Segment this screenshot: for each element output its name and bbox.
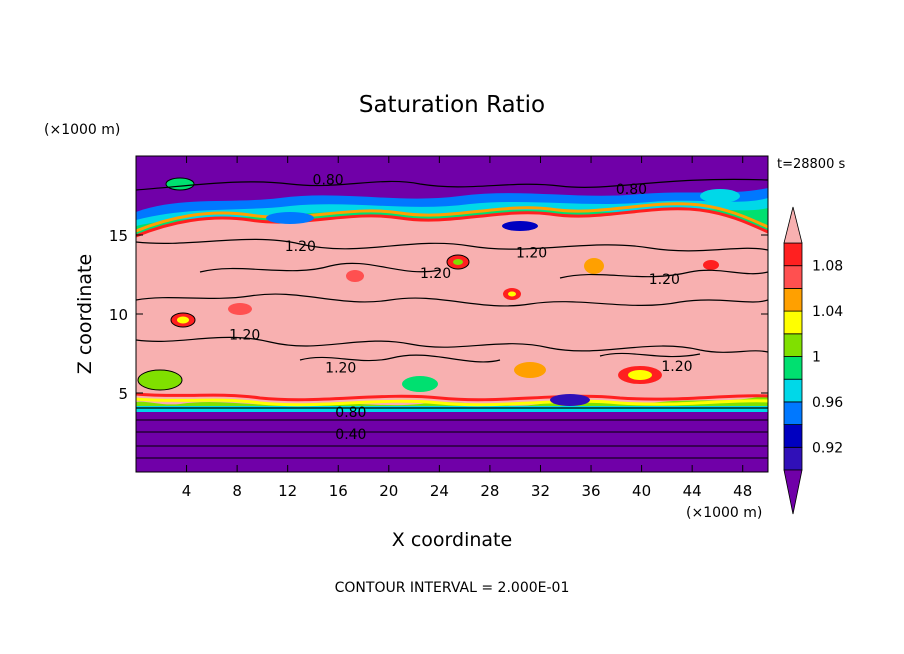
contour-1-20-d	[199, 262, 768, 279]
blob-10	[137, 369, 183, 391]
upper-fringe-orange	[136, 202, 768, 233]
contour-label-10: 0.40	[335, 427, 366, 443]
blob-2	[346, 270, 364, 282]
x-tick-label-7: 32	[531, 482, 550, 500]
colorbar-segment-6	[783, 310, 803, 335]
blob-13	[266, 212, 314, 224]
lower-fringe-yellow	[136, 397, 768, 407]
y-unit-label: (×1000 m)	[44, 122, 120, 138]
x-axis-label: X coordinate	[392, 529, 512, 551]
contour-1-20-e	[299, 352, 701, 363]
colorbar: 0.92 0.96 1 1.04 1.08	[783, 206, 843, 515]
x-tick-label-3: 16	[329, 482, 348, 500]
blob-14	[502, 221, 538, 231]
blob-3-core	[453, 259, 463, 265]
blob-15	[165, 177, 195, 191]
blob-16	[700, 189, 740, 203]
colorbar-top-arrow	[783, 206, 803, 244]
blob-12	[550, 394, 590, 406]
lower-fringe-red	[136, 392, 768, 402]
colorbar-segment-1	[783, 424, 803, 448]
colorbar-label-0: 0.92	[812, 440, 843, 456]
lower-contour-lines	[136, 419, 768, 459]
colorbar-segment-8	[783, 265, 803, 289]
blob-4-core	[508, 291, 516, 297]
field-plot-area	[136, 156, 768, 472]
blob-11	[402, 376, 438, 392]
x-tick-label-10: 44	[683, 482, 702, 500]
colorbar-bottom-arrow	[783, 469, 803, 515]
blob-8-core	[628, 370, 652, 380]
supersaturated-region	[136, 208, 768, 406]
colorbar-label-3: 1.04	[812, 304, 843, 320]
y-axis-ticks: 5 10 15	[109, 227, 768, 403]
x-tick-label-2: 12	[278, 482, 297, 500]
y-tick-label-1: 10	[109, 306, 128, 324]
contour-0-80-upper	[136, 178, 768, 191]
contour-label-1: 0.80	[616, 182, 647, 198]
contour-label-8: 1.20	[661, 359, 692, 375]
colorbar-label-4: 1.08	[812, 259, 843, 275]
x-tick-label-9: 40	[632, 482, 651, 500]
time-label: t=28800 s	[777, 157, 845, 172]
colorbar-segment-9	[783, 242, 803, 267]
contour-1-20-a	[136, 238, 768, 252]
chart-title: Saturation Ratio	[359, 92, 545, 118]
colorbar-label-1: 0.96	[812, 395, 843, 411]
x-axis-ticks: 4 8 12 16 20 24 28 32 36 40 44 48	[182, 156, 752, 500]
x-tick-label-11: 48	[733, 482, 752, 500]
contour-label-4: 1.20	[516, 245, 547, 261]
contour-label-5: 1.20	[649, 272, 680, 288]
x-tick-label-0: 4	[182, 482, 192, 500]
colorbar-label-2: 1	[812, 350, 821, 366]
colorbar-segment-5	[783, 333, 803, 357]
blob-6	[703, 260, 719, 270]
x-tick-label-8: 36	[581, 482, 600, 500]
colorbar-segment-3	[783, 378, 803, 403]
contour-label-0: 0.80	[313, 173, 344, 189]
contour-label-9: 0.80	[335, 405, 366, 421]
x-tick-label-4: 20	[379, 482, 398, 500]
contour-label-2: 1.20	[285, 239, 316, 255]
contour-interval-footer: CONTOUR INTERVAL = 2.000E-01	[335, 580, 570, 596]
contour-label-6: 1.20	[229, 328, 260, 344]
blob-5	[584, 258, 604, 274]
contour-1-20-b	[136, 293, 768, 307]
blob-1-core	[177, 316, 189, 324]
x-tick-label-1: 8	[232, 482, 242, 500]
colorbar-segment-4	[783, 356, 803, 380]
y-tick-label-2: 15	[109, 227, 128, 245]
colorbar-segment-0	[783, 446, 803, 471]
upper-fringe-red	[136, 207, 768, 238]
contour-label-3: 1.20	[420, 266, 451, 282]
contour-labels: 0.80 0.80 1.20 1.20 1.20 1.20 1.20 1.20 1.20 0.80…	[229, 173, 692, 443]
x-unit-label: (×1000 m)	[686, 505, 762, 521]
colorbar-segment-2	[783, 401, 803, 425]
blob-7	[228, 303, 252, 315]
contour-1-20-c	[136, 336, 768, 353]
y-axis-label: Z coordinate	[74, 254, 96, 374]
blob-9	[514, 362, 546, 378]
y-tick-label-0: 5	[118, 385, 128, 403]
colorbar-segment-7	[783, 287, 803, 312]
x-tick-label-5: 24	[430, 482, 449, 500]
x-tick-label-6: 28	[480, 482, 499, 500]
contour-label-7: 1.20	[325, 361, 356, 377]
